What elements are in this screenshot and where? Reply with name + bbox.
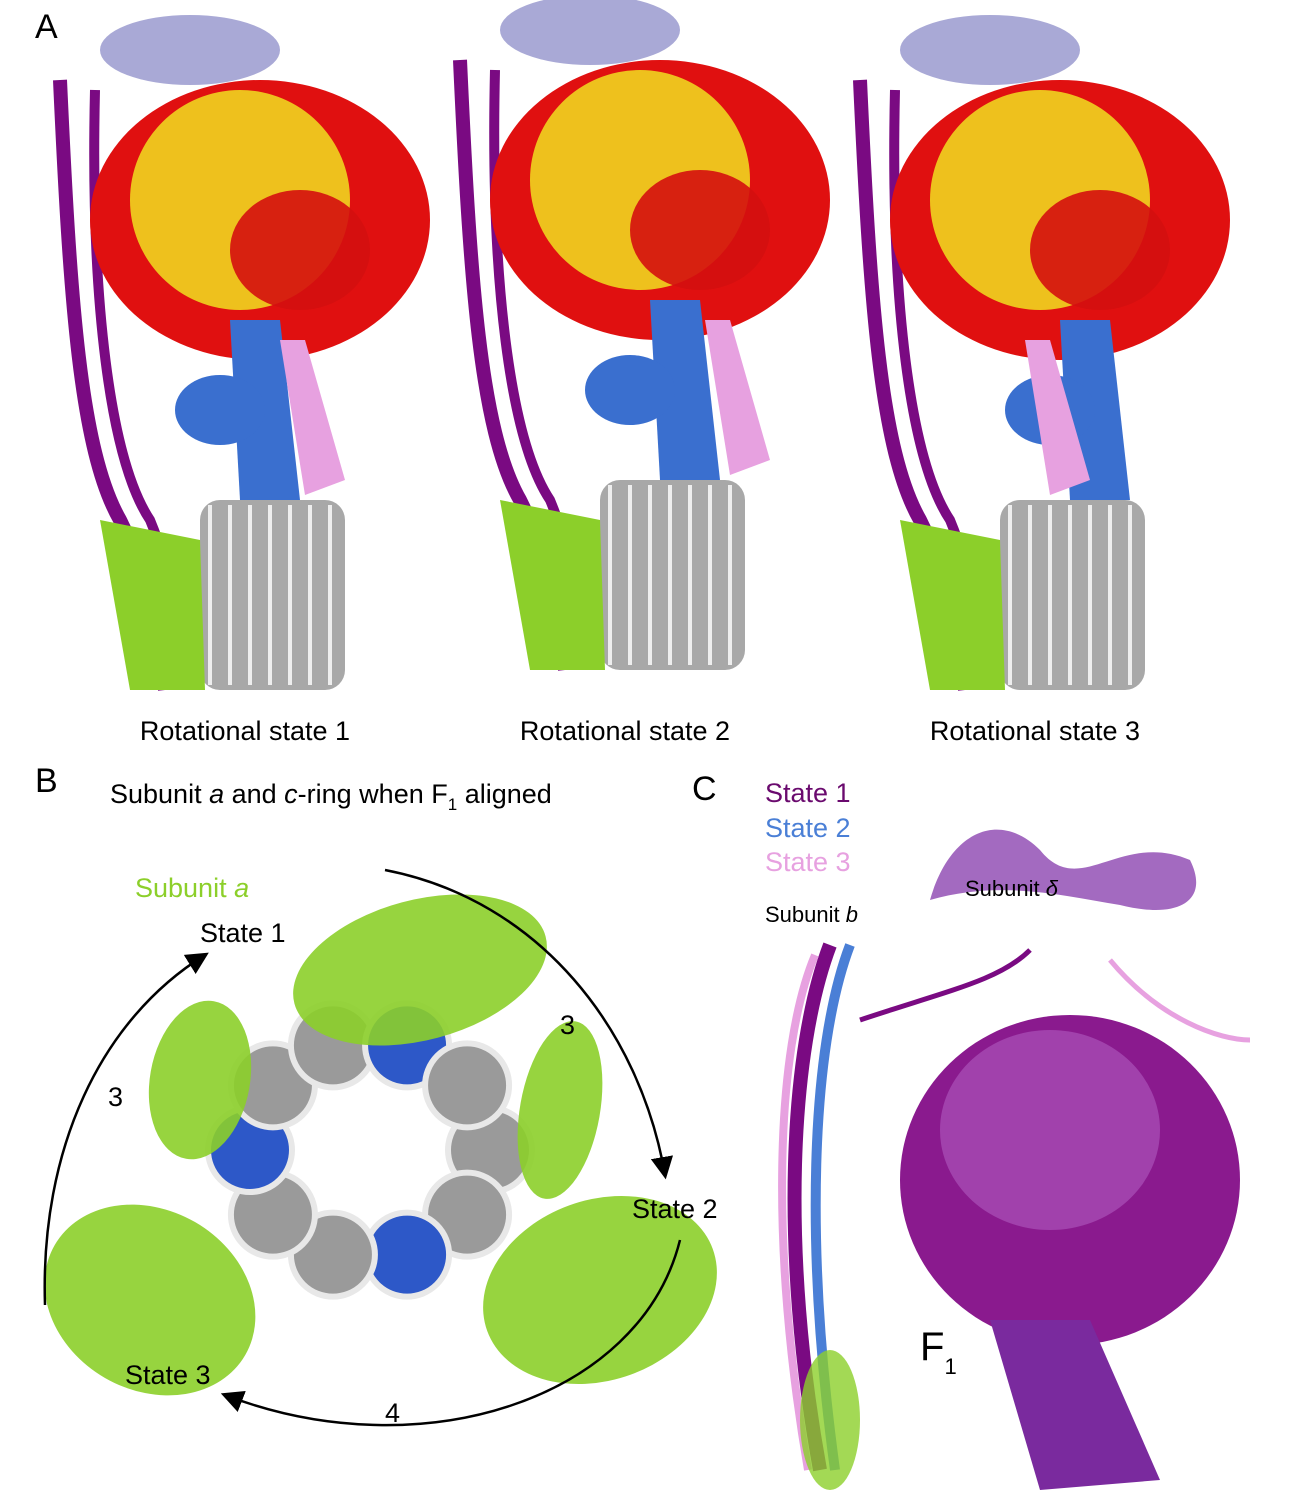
step-label: 3 — [560, 1010, 575, 1040]
delta-subunit — [100, 15, 280, 85]
subunit-a — [483, 1195, 717, 1385]
atp-synthase — [853, 15, 1230, 691]
c-ring — [200, 500, 345, 690]
panel-label: A — [35, 8, 58, 46]
f1-head — [630, 170, 770, 290]
oscp — [1025, 340, 1090, 495]
panel-label: B — [35, 762, 58, 800]
f1-head — [1030, 190, 1170, 310]
subunit-a-label: Subunit a — [135, 873, 249, 903]
subunit-label: Subunit b — [765, 902, 858, 927]
subunit-a — [100, 520, 205, 690]
delta-subunit — [900, 15, 1080, 85]
subunit-a — [800, 1350, 860, 1490]
state-caption: Rotational state 3 — [930, 716, 1140, 746]
arrow — [220, 1239, 682, 1427]
subunit-a — [500, 500, 605, 670]
oscp — [705, 320, 770, 475]
epsilon — [585, 355, 675, 425]
f1-head — [230, 190, 370, 310]
state-caption: Rotational state 2 — [520, 716, 730, 746]
delta-subunit — [500, 0, 680, 65]
c-ring — [600, 480, 745, 670]
subunit-a — [517, 1021, 603, 1199]
f1-overlay — [940, 1030, 1160, 1230]
central-stalk — [990, 1320, 1160, 1490]
legend-entry: State 1 — [765, 778, 851, 808]
subunit-a — [44, 1204, 256, 1396]
state-label: State 2 — [632, 1194, 718, 1224]
legend-entry: State 2 — [765, 813, 851, 843]
subunit-a — [900, 520, 1005, 690]
c-ring-helix — [422, 1040, 513, 1131]
legend-entry: State 3 — [765, 847, 851, 877]
step-label: 3 — [108, 1082, 123, 1112]
arrow — [43, 952, 209, 1306]
subunit-label: Subunit δ — [965, 876, 1059, 901]
subunit-a — [293, 894, 547, 1046]
state-label: State 1 — [200, 918, 286, 948]
state-caption: Rotational state 1 — [140, 716, 350, 746]
arrow — [384, 868, 674, 1180]
n-terminal — [859, 948, 1032, 1023]
f1-label: F1 — [920, 1325, 957, 1379]
subunit-b — [778, 953, 819, 1471]
atp-synthase — [53, 15, 430, 691]
oscp — [280, 340, 345, 495]
atp-synthase — [453, 0, 830, 671]
central-stalk — [650, 300, 720, 480]
epsilon — [175, 375, 265, 445]
step-label: 4 — [385, 1398, 400, 1428]
c-ring — [1000, 500, 1145, 690]
n-terminal — [1108, 958, 1251, 1043]
subunit-a — [148, 1000, 252, 1160]
panel-label: C — [692, 770, 717, 808]
structures — [44, 0, 1251, 1490]
subunit-delta — [930, 829, 1197, 910]
panel-title: Subunit a and c-ring when F1 aligned — [110, 779, 552, 814]
state-label: State 3 — [125, 1360, 211, 1390]
